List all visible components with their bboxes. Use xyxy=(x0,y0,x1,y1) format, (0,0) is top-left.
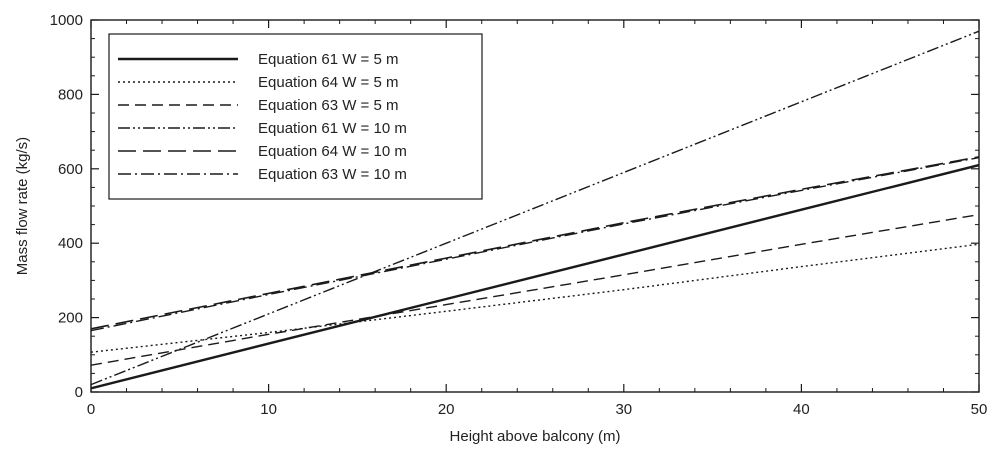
x-tick-label: 40 xyxy=(793,401,810,418)
series-line-4 xyxy=(91,30,979,386)
x-tick-label: 30 xyxy=(615,401,632,418)
x-tick-label: 20 xyxy=(438,401,455,418)
y-tick-label: 600 xyxy=(58,161,83,178)
x-tick-label: 50 xyxy=(971,401,988,418)
series-line-3 xyxy=(91,213,979,366)
legend: Equation 61 W = 5 m Equation 64 W = 5 m Eq… xyxy=(108,33,483,200)
y-tick-label: 800 xyxy=(58,86,83,103)
x-tick-label: 10 xyxy=(260,401,277,418)
series-line-1 xyxy=(91,163,979,390)
x-axis-label: Height above balcony (m) xyxy=(450,428,621,445)
series-layer xyxy=(91,30,979,390)
y-tick-label: 1000 xyxy=(50,12,83,29)
legend-box xyxy=(108,33,483,200)
series-line-2 xyxy=(91,243,979,353)
y-tick-label: 200 xyxy=(58,310,83,327)
y-tick-label: 0 xyxy=(75,384,83,401)
y-axis-label: Mass flow rate (kg/s) xyxy=(14,137,31,275)
x-tick-label: 0 xyxy=(87,401,95,418)
legend-label-1: Equation 61 W = 5 m xyxy=(258,51,399,68)
series-line-5 xyxy=(91,156,979,330)
legend-label-4: Equation 61 W = 10 m xyxy=(258,120,407,137)
legend-label-3: Equation 63 W = 5 m xyxy=(258,97,399,114)
legend-label-2: Equation 64 W = 5 m xyxy=(258,74,399,91)
series-line-6 xyxy=(91,156,979,332)
legend-label-5: Equation 64 W = 10 m xyxy=(258,143,407,160)
y-tick-label: 400 xyxy=(58,235,83,252)
ticks-layer: 0 10 20 30 40 50 0 200 400 600 800 1000 xyxy=(50,12,988,418)
legend-label-6: Equation 63 W = 10 m xyxy=(258,166,407,183)
